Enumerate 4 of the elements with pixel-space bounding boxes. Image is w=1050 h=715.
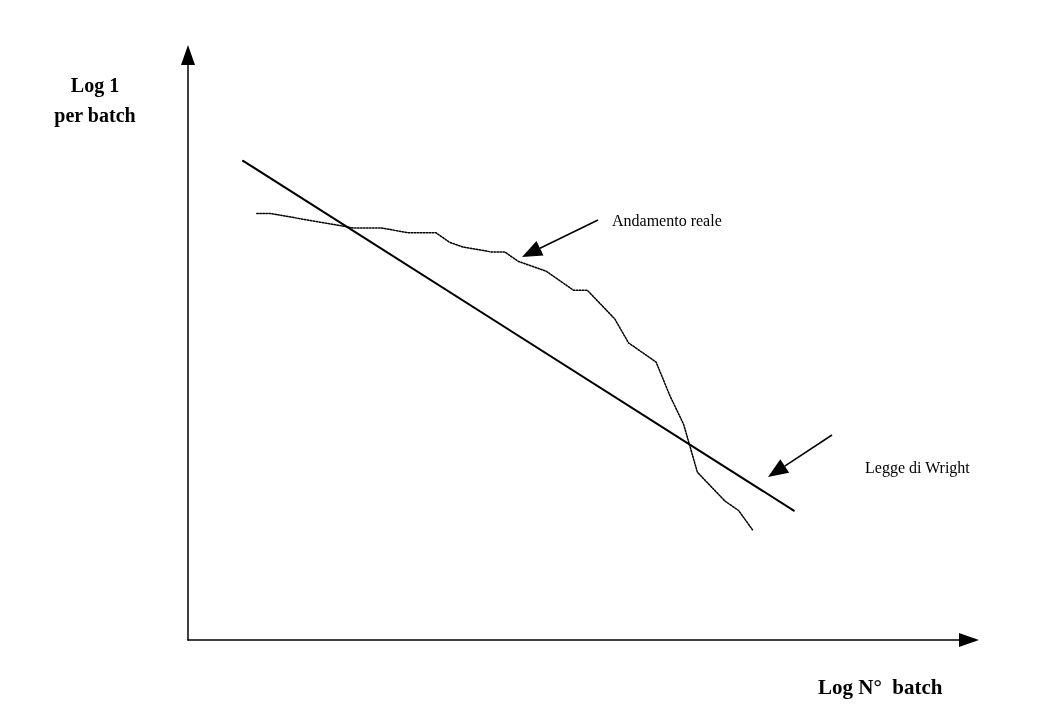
annotation: Legge di Wright (865, 458, 971, 477)
annotation: Andamento reale (612, 211, 722, 229)
x-axis-title: Log N° batch (818, 674, 943, 699)
y-axis-title: Log 1 per batch (54, 74, 136, 127)
